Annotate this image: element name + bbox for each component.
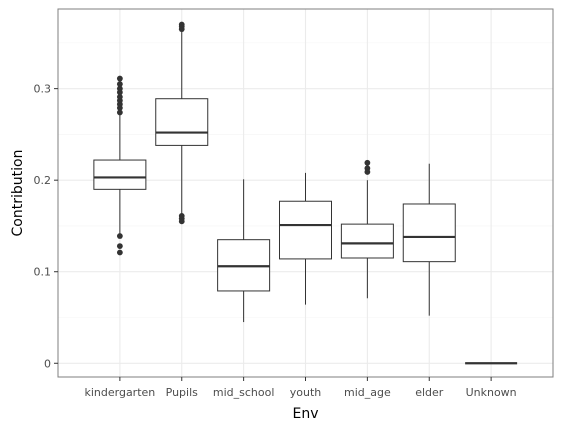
- outlier-point: [116, 109, 123, 116]
- y-tick-label: 0.2: [34, 174, 52, 187]
- outlier-point: [116, 249, 123, 256]
- box-iqr: [93, 159, 147, 190]
- box-mid_school: [217, 179, 271, 323]
- x-tick-label: kindergarten: [84, 386, 155, 399]
- outlier-point: [116, 233, 123, 239]
- x-tick-label: Pupils: [166, 386, 199, 399]
- x-tick-label: mid_age: [344, 386, 391, 399]
- y-axis-title: Contribution: [10, 150, 26, 237]
- x-tick-label: elder: [415, 386, 444, 399]
- box-series: [93, 21, 518, 365]
- box-iqr: [402, 203, 456, 263]
- outlier-point: [178, 21, 185, 28]
- x-tick-label: Unknown: [466, 386, 517, 399]
- y-tick-label: 0.1: [34, 266, 52, 279]
- outlier-point: [116, 85, 123, 92]
- y-tick-label: 0.3: [34, 83, 52, 96]
- outlier-point: [116, 81, 123, 87]
- box-Pupils: [155, 21, 209, 225]
- x-tick-label: mid_school: [213, 386, 275, 399]
- x-tick-label: youth: [290, 386, 322, 399]
- axis-ticks: 0 0.1 0.2 0.3 kindergarten Pupils mid_school yo…: [34, 83, 517, 399]
- y-tick-label: 0: [44, 357, 51, 370]
- outlier-point: [116, 75, 123, 82]
- box-iqr: [340, 223, 394, 259]
- box-iqr: [279, 200, 332, 260]
- outlier-point: [364, 159, 371, 166]
- box-iqr: [155, 98, 209, 146]
- outlier-point: [178, 212, 185, 219]
- box-youth: [279, 172, 332, 305]
- box-elder: [402, 163, 456, 316]
- outlier-point: [116, 93, 123, 100]
- box-kindergarten: [93, 75, 147, 256]
- outlier-point: [364, 165, 371, 172]
- box-mid_age: [340, 159, 394, 299]
- outlier-point: [116, 243, 123, 249]
- x-axis-title: Env: [292, 406, 318, 422]
